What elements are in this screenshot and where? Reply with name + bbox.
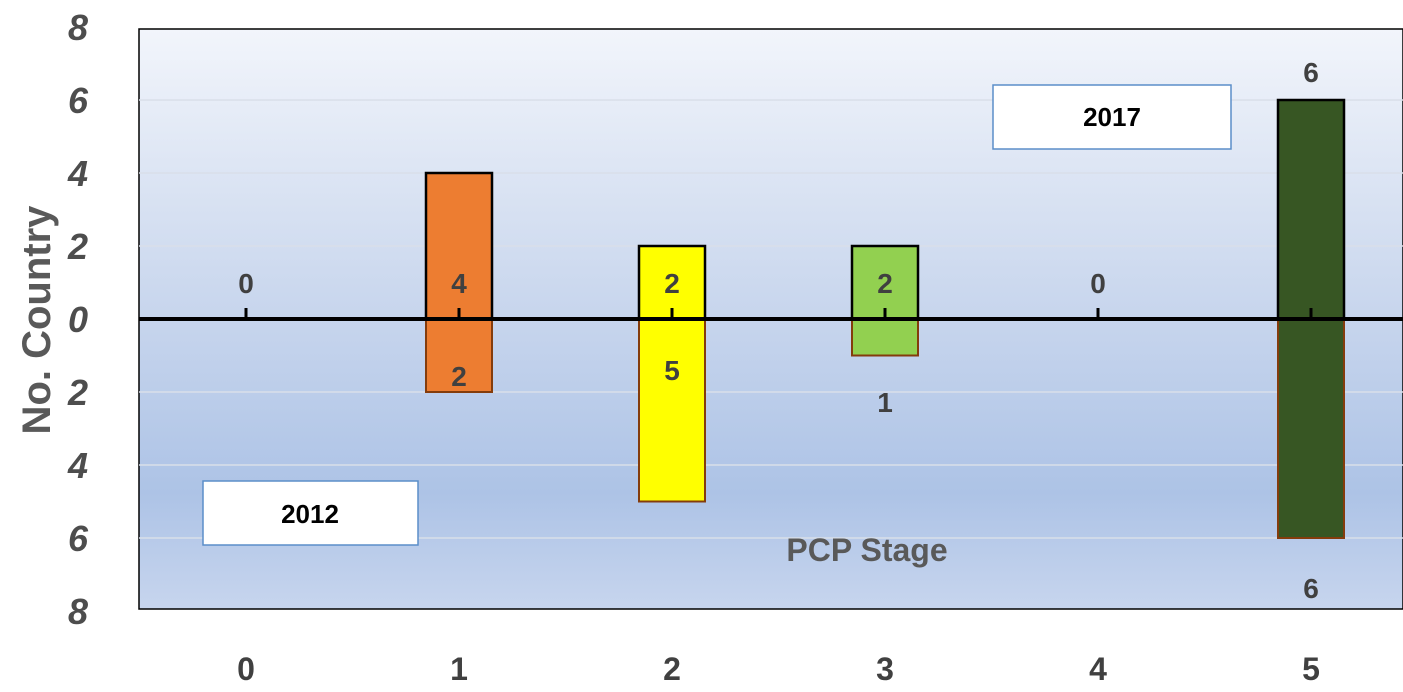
data-label-2017: 6 (1303, 57, 1319, 88)
data-label-2012: 1 (877, 387, 893, 418)
x-axis-title: PCP Stage (786, 532, 947, 568)
x-ticks (244, 308, 1313, 319)
y-tick-label: 4 (67, 153, 88, 194)
data-label-2017: 2 (664, 268, 680, 299)
x-tick-label: 4 (1089, 651, 1107, 687)
legend-label-2012: 2012 (281, 499, 339, 529)
x-tick-label: 5 (1302, 651, 1320, 687)
y-tick-label: 6 (68, 518, 89, 559)
bar-2017-stage-5 (1276, 98, 1346, 321)
data-label-2012: 2 (451, 361, 467, 392)
data-label-2017: 2 (877, 268, 893, 299)
x-tick-labels: 0 1 2 3 4 5 (237, 651, 1320, 687)
legend-box-2017: 2017 (992, 84, 1232, 150)
data-labels: 0 4 2 2 5 2 1 0 6 6 (238, 57, 1319, 604)
y-tick-label: 4 (67, 445, 88, 486)
legend-box-2012: 2012 (202, 480, 419, 546)
bar-2017-stage-1 (424, 171, 494, 321)
legend-label-2017: 2017 (1083, 102, 1141, 132)
x-tick-label: 2 (663, 651, 681, 687)
data-label-2017: 0 (238, 268, 254, 299)
data-label-2012: 5 (664, 355, 680, 386)
x-tick-label: 1 (450, 651, 468, 687)
data-label-2017: 0 (1090, 268, 1106, 299)
y-tick-label: 2 (67, 372, 88, 413)
bar-2017-stage-3 (850, 244, 920, 321)
y-tick-label: 0 (68, 299, 88, 340)
y-axis-title: No. Country (15, 205, 59, 435)
y-tick-label: 8 (68, 7, 88, 48)
y-tick-labels: 8 6 4 2 0 2 4 6 8 (67, 7, 89, 632)
data-label-2012: 6 (1303, 573, 1319, 604)
data-label-2017: 4 (451, 268, 467, 299)
y-tick-label: 2 (67, 226, 88, 267)
y-tick-label: 8 (68, 591, 88, 632)
x-tick-label: 3 (876, 651, 894, 687)
x-tick-label: 0 (237, 651, 255, 687)
y-tick-label: 6 (68, 80, 89, 121)
bar-2012-stage-3 (851, 318, 919, 357)
bar-2012-stage-5 (1277, 318, 1345, 539)
bar-2012-stage-2 (638, 318, 706, 503)
